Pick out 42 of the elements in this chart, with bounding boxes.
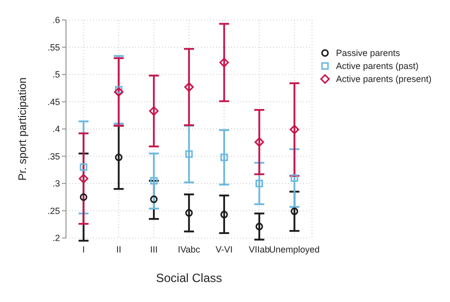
y-tick-label: .35 [47, 151, 60, 162]
point [114, 154, 122, 162]
point [219, 58, 229, 68]
legend-label: Active parents (present) [336, 74, 432, 84]
y-tick-label: .45 [47, 96, 60, 107]
x-tick-label: IVabc [178, 244, 201, 254]
point [114, 87, 124, 97]
point [78, 174, 88, 184]
point [256, 180, 264, 188]
x-tick-label: II [116, 244, 122, 254]
point [80, 193, 88, 201]
y-axis-title: Pr. sport participation [16, 77, 29, 181]
point [185, 150, 193, 158]
point [184, 82, 194, 92]
point [290, 174, 298, 182]
point [256, 222, 264, 230]
point [80, 163, 88, 171]
y-tick-label: .6 [52, 15, 60, 26]
x-tick-label: V-VI [216, 244, 233, 254]
y-tick-label: .4 [52, 124, 60, 134]
y-tick-label: .5 [52, 70, 60, 80]
y-tick-label: .25 [47, 206, 60, 216]
y-tick-label: .3 [52, 178, 60, 189]
legend-label: Passive parents [336, 48, 400, 58]
point [220, 210, 228, 218]
point [290, 124, 300, 134]
point [150, 196, 158, 204]
x-tick-label: III [150, 244, 158, 254]
point [185, 209, 193, 217]
point [114, 86, 122, 94]
point [149, 106, 159, 116]
x-tick-label: I [82, 244, 85, 254]
y-tick-label: .55 [47, 42, 60, 52]
x-tick-label: Unemployed [269, 244, 320, 254]
point [254, 137, 264, 147]
point [290, 208, 298, 216]
x-tick-label: VIIab [248, 244, 270, 254]
y-tick-label: .2 [52, 233, 60, 244]
x-axis-title: Social Class [156, 271, 222, 285]
point [150, 177, 158, 185]
legend-label: Active parents (past) [336, 61, 419, 71]
point [220, 154, 228, 162]
